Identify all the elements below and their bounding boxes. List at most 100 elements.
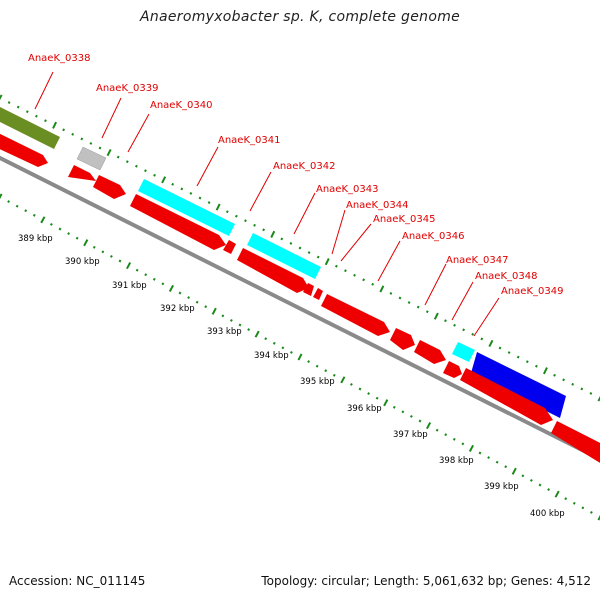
- minor-tick: [225, 210, 229, 214]
- cds-12[interactable]: [443, 361, 462, 378]
- gene-label-anaek-0348[interactable]: AnaeK_0348: [475, 271, 537, 282]
- cds-1[interactable]: [0, 124, 48, 167]
- major-tick: [168, 284, 174, 292]
- scale-label: 398 kbp: [439, 456, 474, 466]
- minor-tick: [547, 488, 550, 491]
- minor-tick: [80, 137, 84, 141]
- cds-4[interactable]: [130, 194, 226, 250]
- gene-label-anaek-0344[interactable]: AnaeK_0344: [346, 200, 408, 211]
- minor-tick: [264, 337, 268, 341]
- major-tick: [433, 312, 439, 320]
- minor-tick: [487, 456, 490, 459]
- minor-tick: [204, 305, 208, 309]
- cds-13[interactable]: [460, 368, 553, 425]
- minor-tick: [253, 223, 256, 227]
- gene-label-anaek-0347[interactable]: AnaeK_0347: [446, 255, 508, 266]
- minor-tick: [389, 292, 393, 295]
- outer-tick-track: [0, 94, 600, 402]
- gene-label-anaek-0338[interactable]: AnaeK_0338: [28, 53, 90, 64]
- minor-tick: [7, 101, 11, 104]
- minor-tick: [280, 237, 284, 241]
- feature-olive[interactable]: [0, 104, 60, 149]
- minor-tick: [375, 396, 379, 400]
- minor-tick: [581, 506, 585, 510]
- minor-tick: [392, 405, 396, 409]
- gene-label-anaek-0343[interactable]: AnaeK_0343: [316, 184, 378, 195]
- minor-tick: [187, 296, 190, 299]
- cds-14[interactable]: [551, 421, 600, 475]
- minor-tick: [98, 146, 102, 150]
- minor-tick: [453, 323, 456, 327]
- major-tick: [0, 94, 3, 101]
- minor-tick: [75, 236, 79, 240]
- major-tick: [126, 262, 132, 270]
- minor-tick: [58, 227, 62, 231]
- cds-10[interactable]: [390, 328, 415, 350]
- gene-label-anaek-0349[interactable]: AnaeK_0349: [501, 286, 563, 297]
- scale-label: 397 kbp: [393, 430, 428, 440]
- minor-tick: [538, 483, 542, 487]
- cds-2[interactable]: [68, 165, 96, 181]
- minor-tick: [180, 187, 184, 191]
- scale-label: 390 kbp: [65, 257, 100, 267]
- minor-tick: [425, 310, 429, 314]
- minor-tick: [580, 387, 584, 391]
- minor-tick: [350, 383, 353, 386]
- minor-tick: [62, 128, 65, 132]
- minor-tick: [50, 223, 53, 226]
- gene-label-anaek-0341[interactable]: AnaeK_0341: [218, 135, 280, 146]
- cds-5[interactable]: [223, 240, 236, 254]
- minor-tick: [589, 392, 593, 395]
- feature-cyan-1[interactable]: [138, 179, 235, 236]
- gene-labels: AnaeK_0338 AnaeK_0339 AnaeK_0340 AnaeK_0…: [28, 53, 563, 337]
- minor-tick: [289, 242, 293, 245]
- cds-7[interactable]: [303, 283, 314, 296]
- feature-cyan-2[interactable]: [247, 233, 321, 279]
- minor-tick: [444, 319, 447, 323]
- scale-label: 396 kbp: [347, 404, 382, 414]
- cds-9[interactable]: [321, 294, 390, 336]
- scale-label: 393 kbp: [207, 327, 242, 337]
- leader-line: [331, 209, 346, 255]
- leader-line: [293, 192, 316, 235]
- gene-label-anaek-0340[interactable]: AnaeK_0340: [150, 100, 212, 111]
- minor-tick: [507, 351, 511, 354]
- minor-tick: [110, 255, 113, 258]
- minor-tick: [562, 378, 565, 382]
- minor-tick: [367, 392, 370, 395]
- minor-tick: [307, 360, 310, 363]
- minor-tick: [572, 501, 576, 505]
- minor-tick: [71, 132, 75, 136]
- cds-8[interactable]: [313, 288, 323, 300]
- minor-tick: [152, 277, 156, 281]
- scale-tick-track: [0, 193, 600, 521]
- gene-label-anaek-0339[interactable]: AnaeK_0339: [96, 83, 158, 94]
- minor-tick: [418, 419, 422, 423]
- gene-label-anaek-0346[interactable]: AnaeK_0346: [402, 231, 464, 242]
- genome-backbone: [0, 155, 600, 462]
- minor-tick: [25, 110, 29, 114]
- feature-cyan-3[interactable]: [452, 342, 475, 362]
- minor-tick: [195, 300, 199, 304]
- minor-tick: [344, 269, 347, 273]
- minor-tick: [498, 346, 502, 350]
- minor-tick: [15, 204, 19, 208]
- major-tick: [161, 176, 167, 184]
- gene-label-anaek-0345[interactable]: AnaeK_0345: [373, 214, 435, 225]
- leader-line: [249, 171, 272, 212]
- minor-tick: [272, 341, 276, 345]
- leader-line: [451, 281, 474, 321]
- minor-tick: [235, 214, 238, 218]
- feature-blue[interactable]: [471, 352, 566, 418]
- major-tick: [468, 444, 474, 452]
- scale-label: 395 kbp: [300, 377, 335, 387]
- minor-tick: [24, 209, 28, 213]
- gene-label-anaek-0342[interactable]: AnaeK_0342: [273, 161, 335, 172]
- feature-grey[interactable]: [76, 146, 107, 171]
- cds-3[interactable]: [93, 175, 126, 199]
- minor-tick: [471, 332, 475, 336]
- cds-11[interactable]: [414, 340, 446, 364]
- genome-stats-text: Topology: circular; Length: 5,061,632 bp…: [261, 574, 591, 588]
- cds-6[interactable]: [237, 248, 309, 293]
